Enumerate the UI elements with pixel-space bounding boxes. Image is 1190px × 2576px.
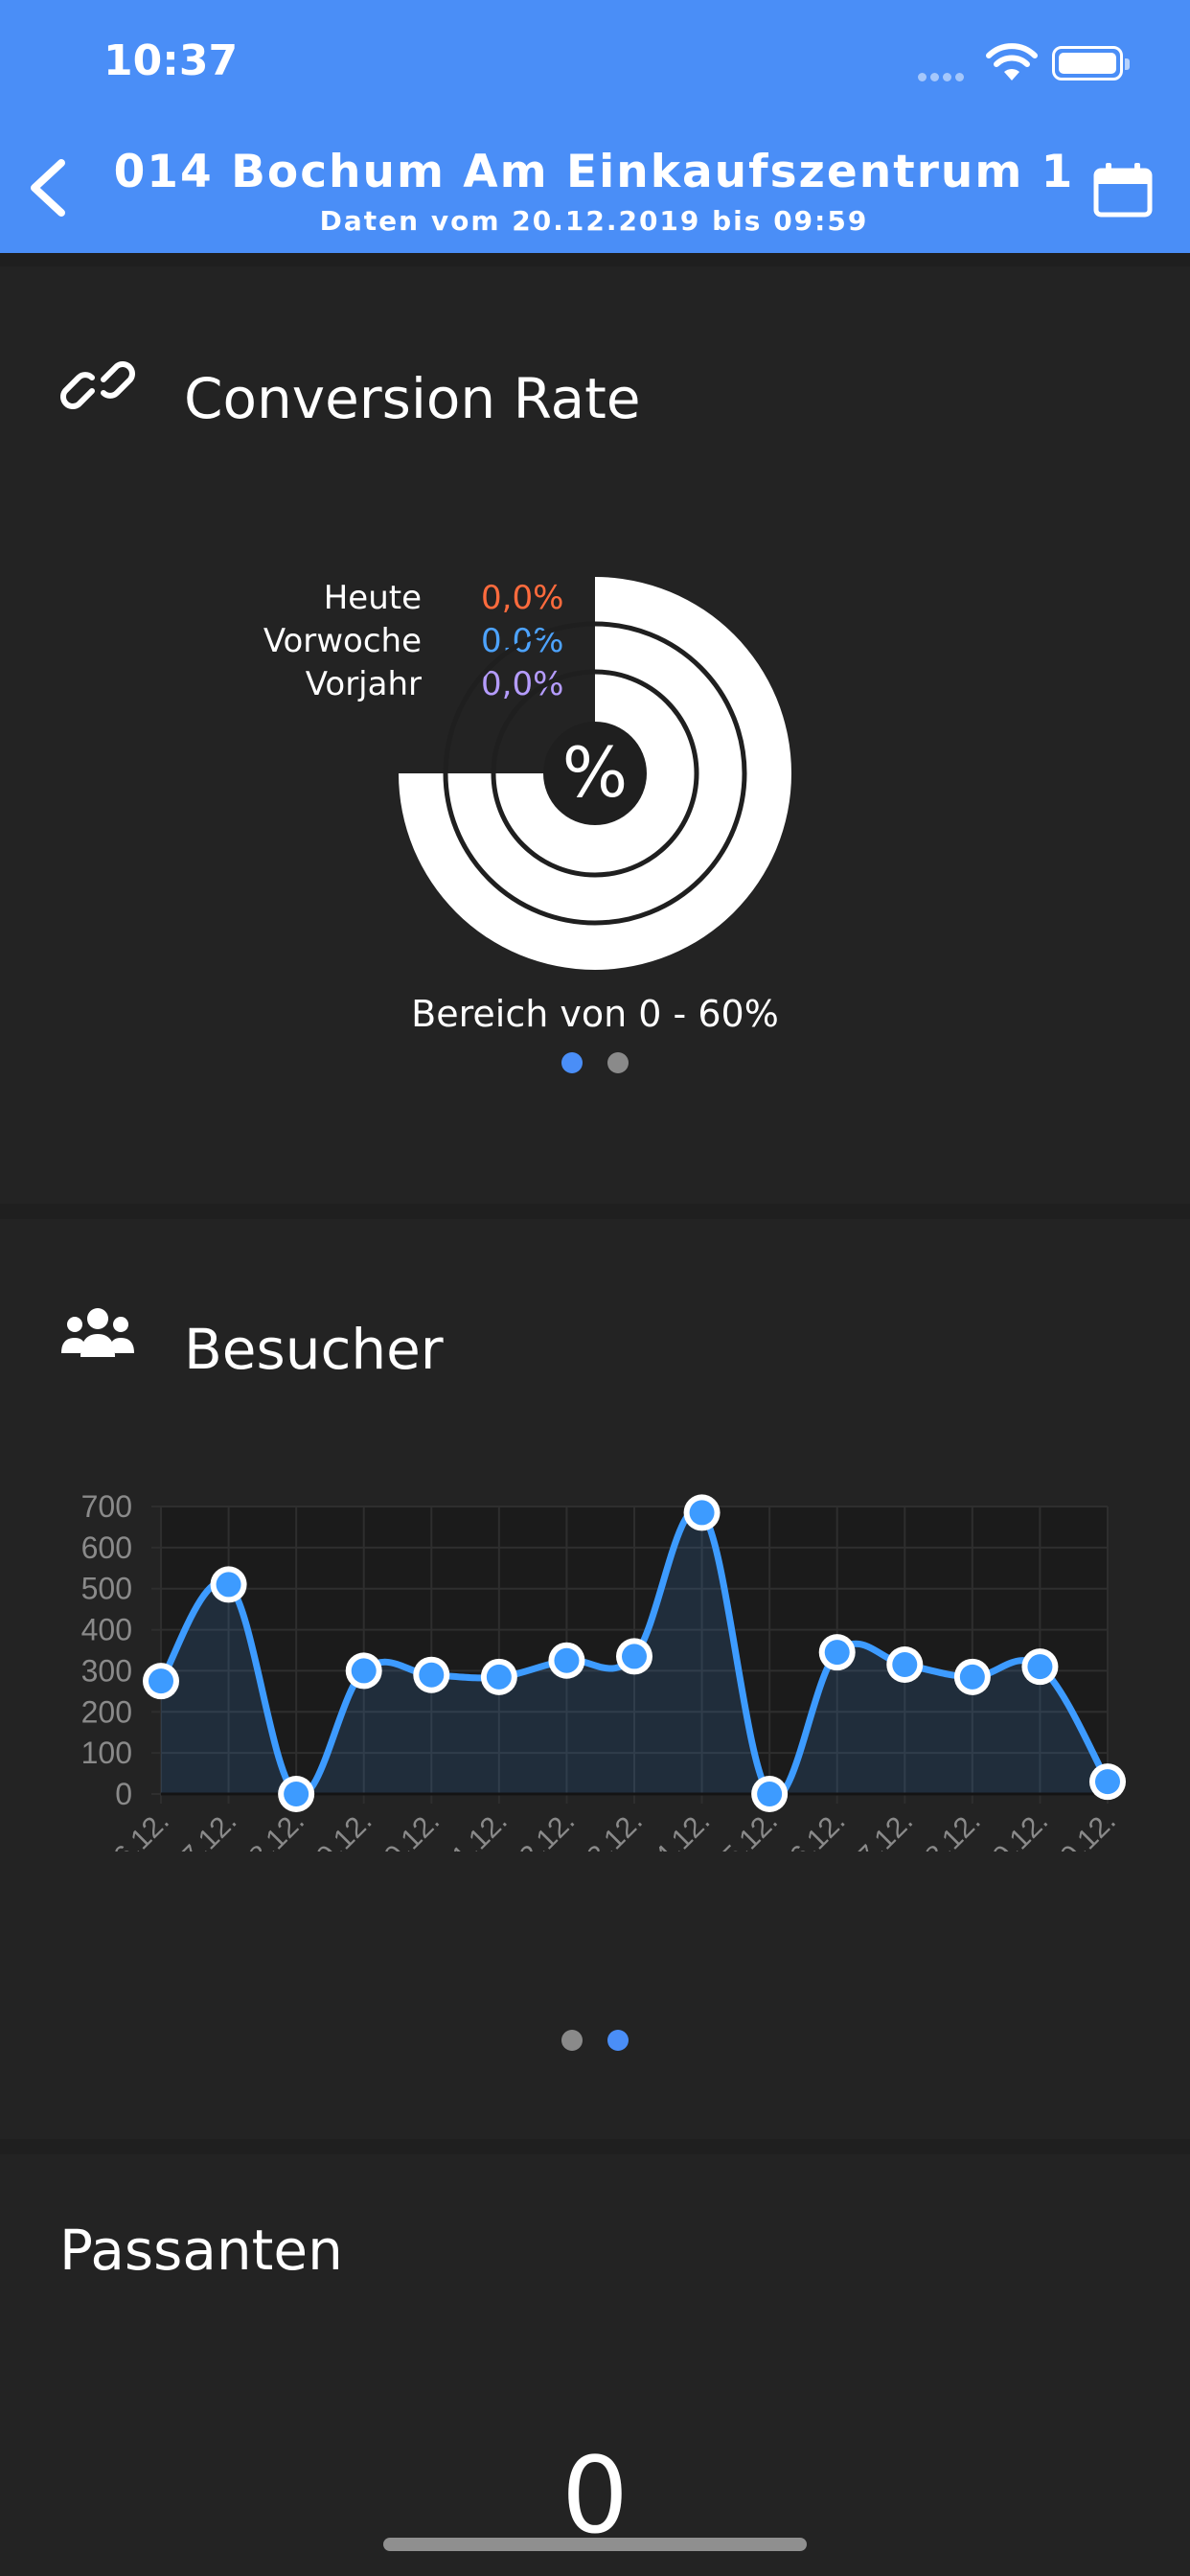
page-dot-active[interactable]	[607, 2030, 629, 2051]
y-tick-label: 600	[81, 1530, 132, 1565]
passanten-card[interactable]	[0, 2154, 1190, 2576]
y-tick-label: 100	[81, 1736, 132, 1770]
data-point	[419, 1662, 445, 1688]
conversion-rate-card[interactable]: Conversion Rate Heute 0,0% Vorwoche 0,0%…	[0, 266, 1190, 1204]
data-point	[892, 1652, 918, 1677]
link-icon	[60, 361, 135, 409]
x-tick-label: 11.12.	[436, 1806, 514, 1852]
x-tick-label: 15.12.	[705, 1806, 784, 1852]
y-tick-label: 700	[81, 1489, 132, 1524]
besucher-title: Besucher	[184, 1317, 444, 1382]
visitors-chart[interactable]: 0 100 200 300 400 500 600 700 06.12.07.12.08.12.…	[0, 1487, 1190, 1852]
data-point	[1027, 1654, 1053, 1680]
navigation-header: 10:37 014 Bochum Am Einkaufszentrum 1 Da…	[0, 0, 1190, 253]
page-title: 014 Bochum Am Einkaufszentrum 1	[113, 146, 1075, 198]
cellular-signal-icon	[918, 71, 975, 82]
status-time: 10:37	[103, 36, 239, 85]
page-subtitle: Daten vom 20.12.2019 bis 09:59	[319, 205, 869, 237]
group-icon	[61, 1308, 134, 1357]
x-tick-label: 17.12.	[840, 1806, 919, 1852]
data-point	[486, 1664, 512, 1690]
page-indicator[interactable]	[0, 2030, 1190, 2053]
data-point	[622, 1644, 647, 1669]
x-tick-label: 12.12.	[502, 1806, 581, 1852]
y-tick-label: 400	[81, 1613, 132, 1647]
x-tick-label: 08.12.	[232, 1806, 310, 1852]
back-chevron-icon[interactable]	[21, 153, 79, 222]
x-tick-label: 09.12.	[299, 1806, 378, 1852]
data-point	[959, 1664, 985, 1690]
x-tick-label: 20.12.	[1043, 1806, 1122, 1852]
data-point	[216, 1572, 241, 1598]
passanten-value: 0	[561, 2434, 629, 2557]
area-fill	[161, 1509, 1108, 1798]
passanten-title: Passanten	[59, 2218, 343, 2283]
percent-symbol: %	[561, 732, 629, 813]
data-point	[351, 1658, 377, 1684]
radial-gauge	[399, 577, 791, 970]
page-indicator[interactable]	[0, 1052, 1190, 1075]
y-tick-label: 500	[81, 1572, 132, 1606]
x-tick-label: 18.12.	[907, 1806, 986, 1852]
x-tick-label: 07.12.	[164, 1806, 242, 1852]
battery-icon	[1052, 46, 1130, 80]
legend-label-heute: Heute	[323, 579, 422, 617]
x-tick-label: 14.12.	[637, 1806, 716, 1852]
data-point	[689, 1500, 715, 1526]
legend-label-vorwoche: Vorwoche	[263, 622, 422, 660]
data-point	[554, 1647, 580, 1673]
x-tick-label: 10.12.	[367, 1806, 446, 1852]
data-point	[824, 1640, 850, 1666]
range-text: Bereich von 0 - 60%	[411, 993, 779, 1035]
x-tick-label: 13.12.	[570, 1806, 649, 1852]
conversion-rate-title: Conversion Rate	[184, 366, 641, 431]
page-dot-active[interactable]	[561, 1052, 583, 1073]
y-tick-label: 0	[115, 1777, 132, 1811]
data-point	[757, 1782, 783, 1806]
y-tick-label: 200	[81, 1694, 132, 1729]
x-tick-label: 16.12.	[772, 1806, 851, 1852]
wifi-icon	[986, 43, 1038, 80]
home-indicator[interactable]	[383, 2538, 807, 2551]
x-tick-label: 19.12.	[975, 1806, 1054, 1852]
calendar-icon[interactable]	[1092, 161, 1154, 218]
data-point	[1095, 1769, 1120, 1795]
page-dot[interactable]	[607, 1052, 629, 1073]
legend-value-heute: 0,0%	[481, 579, 564, 617]
legend-label-vorjahr: Vorjahr	[305, 665, 422, 703]
data-point	[284, 1782, 309, 1806]
besucher-card[interactable]: Besucher 0 100 200 300 400 500 600 700 06.12. 07.…	[0, 1219, 1190, 2139]
data-point	[149, 1668, 173, 1694]
y-tick-label: 300	[81, 1653, 132, 1688]
x-tick-label: 06.12.	[97, 1806, 175, 1852]
page-dot[interactable]	[561, 2030, 583, 2051]
